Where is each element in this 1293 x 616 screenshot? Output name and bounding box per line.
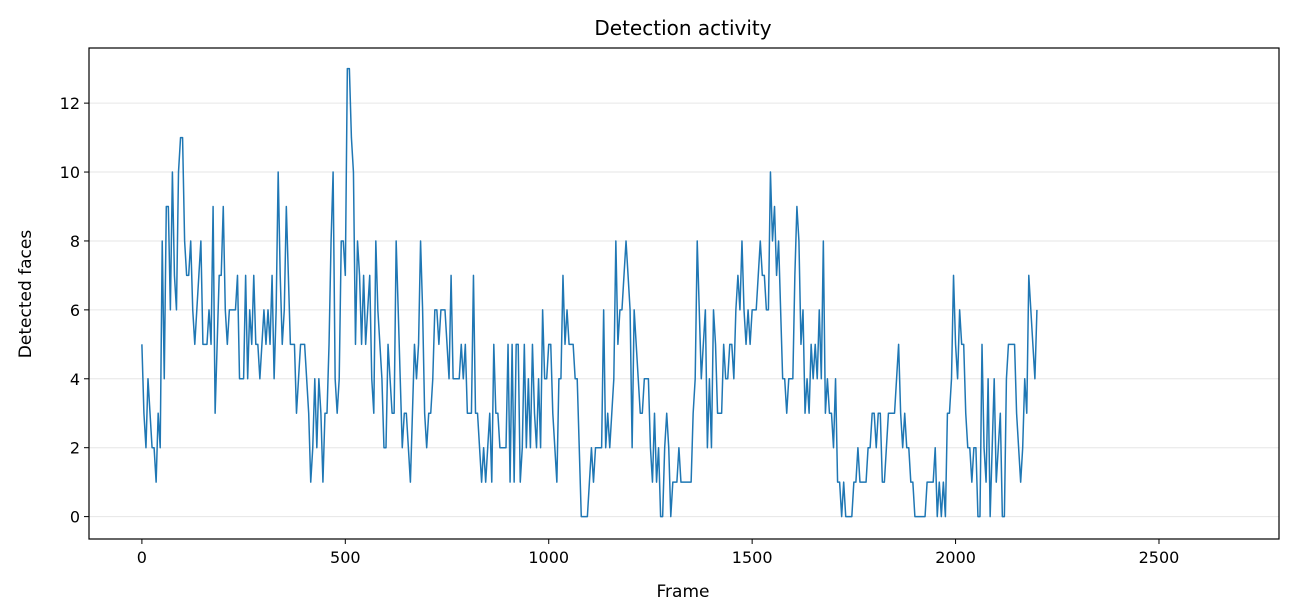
y-tick-label: 2: [70, 439, 80, 458]
chart-title: Detection activity: [594, 16, 771, 40]
x-tick-label: 2000: [935, 548, 976, 567]
y-tick-label: 6: [70, 301, 80, 320]
y-tick-label: 12: [60, 94, 80, 113]
plot-area-frame: [88, 47, 1280, 540]
series-line: [141, 67, 1038, 518]
x-tick-label: 1000: [528, 548, 569, 567]
y-axis-title: Detected faces: [16, 230, 36, 359]
x-tick-label: 2500: [1139, 548, 1180, 567]
series-layer: [141, 67, 1038, 518]
x-axis-title: Frame: [657, 582, 710, 602]
y-tick-label: 10: [60, 163, 80, 182]
y-axis: 0 2 4 6 8 10 12: [60, 94, 89, 527]
x-tick-label: 0: [137, 548, 147, 567]
y-tick-label: 0: [70, 508, 80, 527]
x-tick-label: 1500: [732, 548, 773, 567]
x-tick-label: 500: [330, 548, 361, 567]
x-axis: 0 500 1000 1500 2000 2500: [137, 539, 1180, 567]
y-tick-label: 4: [70, 370, 80, 389]
y-tick-label: 8: [70, 232, 80, 251]
